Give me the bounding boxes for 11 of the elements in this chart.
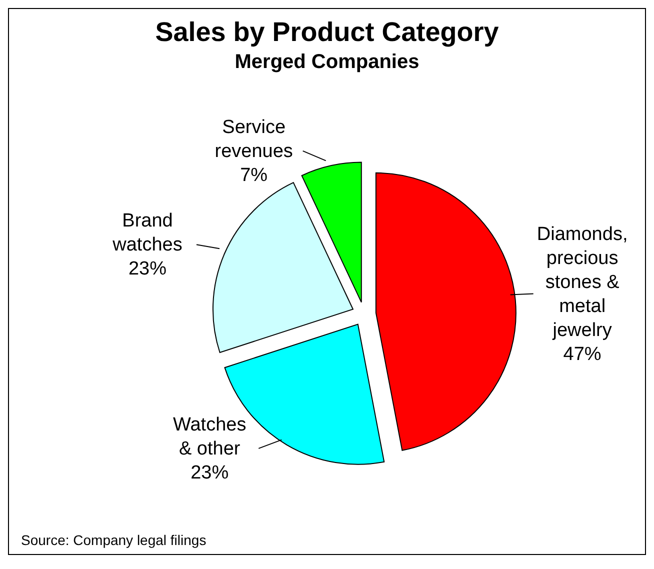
data-label: 7% <box>240 164 268 186</box>
chart-subtitle: Merged Companies <box>234 51 420 74</box>
slice-label: Brand watches <box>112 210 182 256</box>
chart-title: Sales by Product Category <box>154 17 500 48</box>
data-label: 23% <box>190 462 229 484</box>
slice-label: Diamonds, precious stones & metal jewelry <box>536 224 628 341</box>
source-note: Source: Company legal filings <box>21 532 206 548</box>
slice-label: Watches & other <box>173 414 246 460</box>
data-label: 23% <box>128 258 167 280</box>
slice-label: Service revenues <box>214 116 293 162</box>
data-label: 47% <box>563 344 602 365</box>
